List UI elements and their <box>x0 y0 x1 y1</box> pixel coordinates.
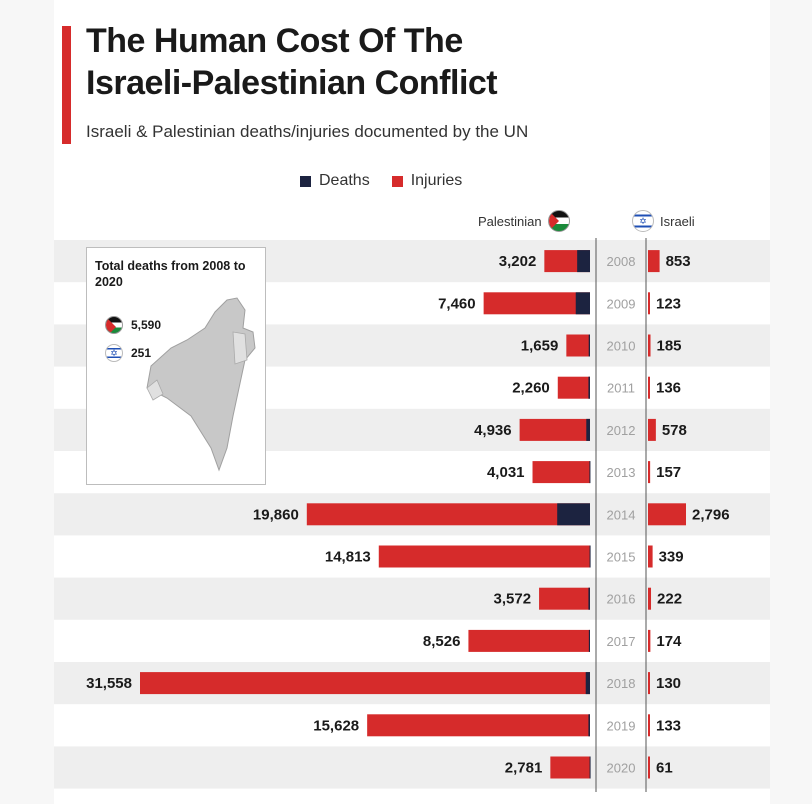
year-label: 2012 <box>607 423 636 438</box>
palestinian-value-label: 19,860 <box>253 506 299 523</box>
palestinian-value-label: 4,031 <box>487 464 525 481</box>
palestinian-deaths-bar <box>589 630 590 652</box>
inset-palestinian-total: 5,590 <box>131 318 161 332</box>
israeli-value-label: 130 <box>656 675 681 692</box>
year-label: 2010 <box>607 339 636 354</box>
year-label: 2016 <box>607 592 636 607</box>
palestinian-deaths-bar <box>590 757 591 779</box>
israel-map-icon <box>87 248 267 486</box>
palestinian-value-label: 2,781 <box>505 760 543 777</box>
palestinian-value-label: 8,526 <box>423 633 461 650</box>
palestinian-injuries-bar <box>558 377 590 399</box>
palestinian-deaths-bar <box>586 419 590 441</box>
year-label: 2013 <box>607 465 636 480</box>
palestinian-deaths-bar <box>590 546 591 568</box>
inset-palestinian-flag-icon <box>105 316 123 334</box>
palestinian-value-label: 3,202 <box>499 253 537 270</box>
palestinian-injuries-bar <box>367 714 590 736</box>
israeli-value-label: 853 <box>666 253 691 270</box>
palestinian-value-label: 7,460 <box>438 295 476 312</box>
palestinian-value-label: 15,628 <box>313 717 359 734</box>
inset-israeli-total: 251 <box>131 346 151 360</box>
year-label: 2019 <box>607 718 636 733</box>
israeli-value-label: 123 <box>656 295 681 312</box>
palestinian-injuries-bar <box>484 292 590 314</box>
palestinian-injuries-bar <box>566 335 590 357</box>
israeli-value-label: 2,796 <box>692 506 730 523</box>
total-deaths-inset: Total deaths from 2008 to 2020 5,590 ✡ 2… <box>86 247 266 485</box>
palestinian-value-label: 4,936 <box>474 422 512 439</box>
israeli-value-label: 133 <box>656 717 681 734</box>
israeli-bar <box>648 757 650 779</box>
israeli-bar <box>648 335 651 357</box>
map-west-bank <box>233 332 247 364</box>
israeli-bar <box>648 630 650 652</box>
israeli-bar <box>648 672 650 694</box>
palestinian-injuries-bar <box>379 546 590 568</box>
israeli-value-label: 61 <box>656 760 673 777</box>
israeli-bar <box>648 714 650 736</box>
palestinian-deaths-bar <box>586 672 590 694</box>
palestinian-value-label: 3,572 <box>494 591 532 608</box>
palestinian-deaths-bar <box>588 377 590 399</box>
palestinian-deaths-bar <box>589 461 590 483</box>
palestinian-injuries-bar <box>307 503 590 525</box>
palestinian-deaths-bar <box>577 250 590 272</box>
israeli-value-label: 185 <box>657 338 682 355</box>
palestinian-deaths-bar <box>588 714 590 736</box>
palestinian-deaths-bar <box>589 335 590 357</box>
israeli-bar <box>648 377 650 399</box>
palestinian-deaths-bar <box>588 588 590 610</box>
palestinian-injuries-bar <box>468 630 590 652</box>
israeli-value-label: 339 <box>659 549 684 566</box>
israeli-bar <box>648 546 653 568</box>
israeli-bar <box>648 461 650 483</box>
israeli-bar <box>648 588 651 610</box>
year-label: 2018 <box>607 676 636 691</box>
map-shape <box>147 298 255 470</box>
israeli-bar <box>648 250 660 272</box>
palestinian-value-label: 14,813 <box>325 549 371 566</box>
israeli-bar <box>648 292 650 314</box>
year-label: 2014 <box>607 507 636 522</box>
israeli-value-label: 174 <box>656 633 682 650</box>
israeli-bar <box>648 419 656 441</box>
palestinian-value-label: 31,558 <box>86 675 132 692</box>
palestinian-injuries-bar <box>533 461 590 483</box>
inset-israeli-flag-icon: ✡ <box>105 344 123 362</box>
palestinian-deaths-bar <box>576 292 590 314</box>
year-label: 2017 <box>607 634 636 649</box>
israeli-value-label: 157 <box>656 464 681 481</box>
palestinian-value-label: 1,659 <box>521 338 559 355</box>
inset-palestinian-row: 5,590 <box>105 316 161 334</box>
year-label: 2020 <box>607 761 636 776</box>
year-label: 2009 <box>607 296 636 311</box>
palestinian-injuries-bar <box>550 757 590 779</box>
palestinian-injuries-bar <box>539 588 590 610</box>
israeli-value-label: 222 <box>657 591 682 608</box>
israeli-value-label: 136 <box>656 380 681 397</box>
israeli-value-label: 578 <box>662 422 687 439</box>
palestinian-value-label: 2,260 <box>512 380 550 397</box>
palestinian-injuries-bar <box>520 419 590 441</box>
israeli-bar <box>648 503 686 525</box>
year-label: 2015 <box>607 550 636 565</box>
palestinian-deaths-bar <box>557 503 590 525</box>
year-label: 2008 <box>607 254 636 269</box>
year-label: 2011 <box>607 381 635 396</box>
inset-israeli-row: ✡ 251 <box>105 344 151 362</box>
palestinian-injuries-bar <box>140 672 590 694</box>
